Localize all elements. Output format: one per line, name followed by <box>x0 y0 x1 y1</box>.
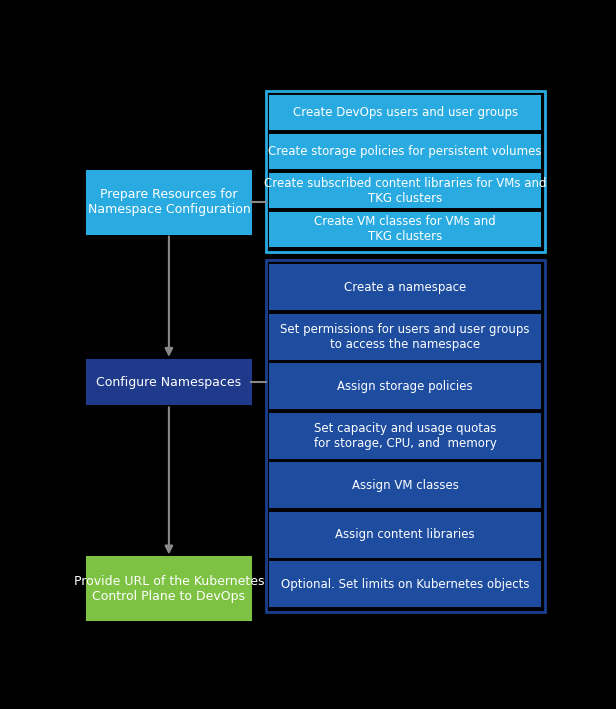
Text: Create DevOps users and user groups: Create DevOps users and user groups <box>293 106 518 119</box>
Text: Set permissions for users and user groups
to access the namespace: Set permissions for users and user group… <box>280 323 530 351</box>
Text: Configure Namespaces: Configure Namespaces <box>96 376 241 389</box>
FancyBboxPatch shape <box>265 91 545 252</box>
Text: Set capacity and usage quotas
for storage, CPU, and  memory: Set capacity and usage quotas for storag… <box>314 422 496 450</box>
Text: Create storage policies for persistent volumes: Create storage policies for persistent v… <box>269 145 542 158</box>
Text: Prepare Resources for
Namespace Configuration: Prepare Resources for Namespace Configur… <box>87 188 250 216</box>
FancyBboxPatch shape <box>270 414 540 458</box>
FancyBboxPatch shape <box>270 265 540 309</box>
FancyBboxPatch shape <box>270 135 540 168</box>
FancyBboxPatch shape <box>270 562 540 606</box>
FancyBboxPatch shape <box>270 364 540 408</box>
Text: Optional. Set limits on Kubernetes objects: Optional. Set limits on Kubernetes objec… <box>281 578 530 591</box>
FancyBboxPatch shape <box>86 557 251 620</box>
Text: Create VM classes for VMs and
TKG clusters: Create VM classes for VMs and TKG cluste… <box>314 216 496 243</box>
FancyBboxPatch shape <box>86 359 251 404</box>
Text: Assign VM classes: Assign VM classes <box>352 479 459 492</box>
FancyBboxPatch shape <box>86 171 251 233</box>
Text: Assign content libraries: Assign content libraries <box>335 528 475 542</box>
FancyBboxPatch shape <box>270 513 540 557</box>
FancyBboxPatch shape <box>270 464 540 508</box>
Text: Provide URL of the Kubernetes
Control Plane to DevOps: Provide URL of the Kubernetes Control Pl… <box>74 575 264 603</box>
FancyBboxPatch shape <box>270 174 540 207</box>
FancyBboxPatch shape <box>270 96 540 130</box>
FancyBboxPatch shape <box>270 213 540 246</box>
FancyBboxPatch shape <box>265 259 545 612</box>
Text: Assign storage policies: Assign storage policies <box>338 380 473 393</box>
Text: Create a namespace: Create a namespace <box>344 281 466 294</box>
Text: Create subscribed content libraries for VMs and
TKG clusters: Create subscribed content libraries for … <box>264 177 546 204</box>
FancyBboxPatch shape <box>270 315 540 359</box>
